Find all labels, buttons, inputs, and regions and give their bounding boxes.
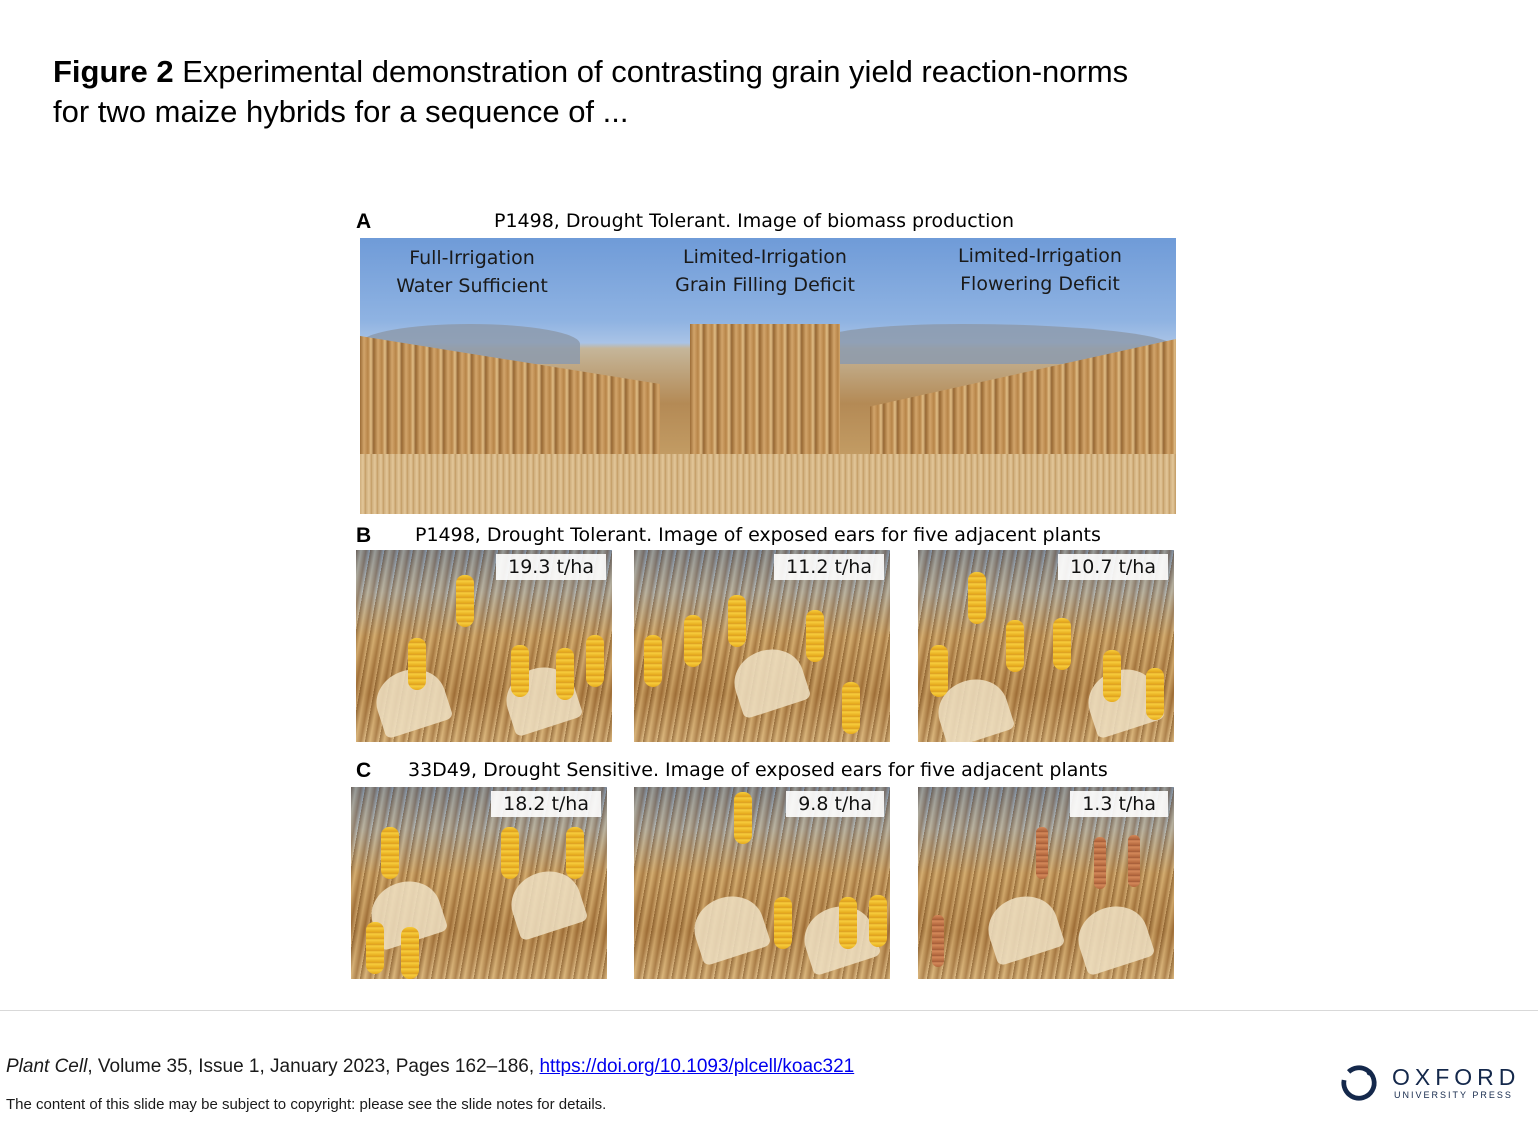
- panel-c-yield-3: 1.3 t/ha: [1070, 791, 1168, 817]
- copyright-notice: The content of this slide may be subject…: [6, 1096, 607, 1113]
- citation-details: , Volume 35, Issue 1, January 2023, Page…: [87, 1056, 540, 1077]
- figure-label: Figure 2: [53, 54, 174, 89]
- publisher-name: OXFORD: [1392, 1064, 1521, 1090]
- figure-image: A P1498, Drought Tolerant. Image of biom…: [340, 200, 1190, 990]
- panel-a-label-full-irrigation: Full-Irrigation Water Sufficient: [396, 247, 548, 297]
- panel-a-letter: A: [356, 210, 372, 233]
- panel-a-label-grain-filling-deficit: Limited-Irrigation Grain Filling Deficit: [675, 246, 855, 296]
- panel-a-caption: P1498, Drought Tolerant. Image of biomas…: [494, 210, 1015, 232]
- journal-name: Plant Cell: [6, 1056, 88, 1077]
- panel-b-letter: B: [356, 524, 372, 547]
- panel-b-yield-3: 10.7 t/ha: [1058, 554, 1168, 580]
- publisher-logo: OXFORD UNIVERSITY PRESS: [1340, 1062, 1530, 1106]
- panel-c-photo-3: 1.3 t/ha: [918, 787, 1174, 979]
- panel-c-photo-2: 9.8 t/ha: [634, 787, 890, 979]
- panel-c-yield-1: 18.2 t/ha: [491, 791, 601, 817]
- panel-c-yield-2: 9.8 t/ha: [786, 791, 884, 817]
- panel-c-letter: C: [356, 759, 372, 782]
- panel-b-photo-2: 11.2 t/ha: [634, 550, 890, 742]
- slide-title: Figure 2 Experimental demonstration of c…: [53, 52, 1153, 132]
- panel-b-caption: P1498, Drought Tolerant. Image of expose…: [415, 524, 1101, 546]
- panel-a-label-flowering-deficit: Limited-Irrigation Flowering Deficit: [958, 245, 1122, 295]
- panel-b-photo-1: 19.3 t/ha: [356, 550, 612, 742]
- publisher-subname: UNIVERSITY PRESS: [1394, 1090, 1513, 1100]
- doi-link[interactable]: https://doi.org/10.1093/plcell/koac321: [539, 1056, 855, 1077]
- panel-b-photo-3: 10.7 t/ha: [918, 550, 1174, 742]
- panel-b-yield-2: 11.2 t/ha: [774, 554, 884, 580]
- panel-a-field-photo: Full-Irrigation Water Sufficient Limited-…: [360, 238, 1176, 514]
- panel-c-photo-1: 18.2 t/ha: [351, 787, 607, 979]
- footer-divider: [0, 1010, 1538, 1011]
- panel-b-yield-1: 19.3 t/ha: [496, 554, 606, 580]
- figure-title-text: Experimental demonstration of contrastin…: [53, 54, 1129, 129]
- citation: Plant Cell, Volume 35, Issue 1, January …: [6, 1056, 854, 1078]
- oxford-university-press-logo-icon: [1341, 1065, 1377, 1101]
- panel-c-caption: 33D49, Drought Sensitive. Image of expos…: [408, 759, 1108, 781]
